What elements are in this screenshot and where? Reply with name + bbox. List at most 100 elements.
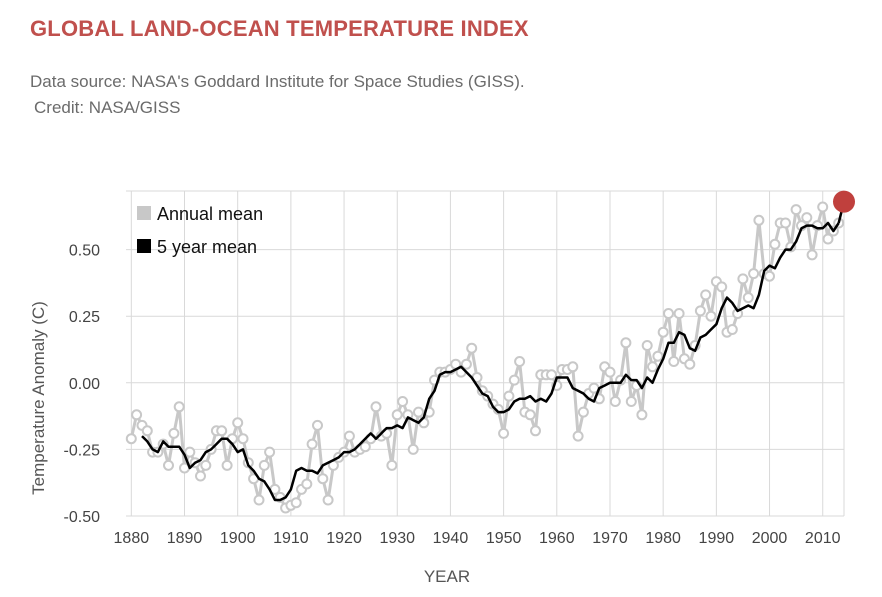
annual-mean-point <box>620 337 632 349</box>
annual-mean-point <box>460 358 472 370</box>
annual-mean-point <box>503 390 515 402</box>
x-axis-title: YEAR <box>424 567 470 586</box>
x-tick-label: 1950 <box>486 530 522 547</box>
annual-mean-point <box>168 427 180 439</box>
y-tick-label: -0.25 <box>64 442 101 459</box>
annual-mean-point <box>705 310 717 322</box>
x-tick-label: 1940 <box>433 530 469 547</box>
annual-mean-point <box>514 356 526 367</box>
legend-label-annual: Annual mean <box>157 204 263 224</box>
annual-mean-point <box>609 396 621 407</box>
annual-mean-point <box>769 238 781 250</box>
annual-mean-point <box>636 409 648 421</box>
annual-mean-point <box>668 356 680 367</box>
annual-mean-point <box>184 446 196 458</box>
axes: 1880 1890 1900 1910 1920 1930 1940 1950 1960 1970… <box>64 243 841 547</box>
annual-mean-point <box>407 443 419 455</box>
annual-mean-point <box>817 201 829 213</box>
annual-mean-point <box>806 249 818 261</box>
x-tick-label: 1960 <box>539 530 575 547</box>
y-axis-title: Temperature Anomaly (C) <box>29 301 48 495</box>
annual-mean-point <box>306 438 318 450</box>
annual-mean-point <box>790 204 802 216</box>
annual-mean-point <box>508 374 520 386</box>
annual-mean-point <box>317 473 329 485</box>
annual-mean-point <box>195 470 206 482</box>
annual-mean-point <box>748 268 760 280</box>
annual-mean-point <box>466 342 478 354</box>
annual-mean-point <box>726 324 738 335</box>
annual-mean-point <box>673 308 685 319</box>
annual-mean-point <box>822 233 834 245</box>
annual-mean-point <box>625 396 637 407</box>
annual-mean-point <box>290 497 302 509</box>
x-tick-label: 1990 <box>699 530 735 547</box>
x-tick-label: 1880 <box>114 530 150 547</box>
x-tick-label: 1910 <box>273 530 309 547</box>
annual-mean-point <box>301 478 313 490</box>
annual-mean-point <box>577 406 589 418</box>
annual-mean-point <box>312 419 323 431</box>
x-tick-label: 1890 <box>167 530 203 547</box>
annual-mean-point <box>343 430 355 442</box>
annual-mean-point <box>801 212 813 224</box>
annual-mean-point <box>604 366 616 378</box>
annual-mean-point <box>694 305 706 317</box>
annual-mean-point <box>663 308 674 319</box>
annual-mean-point <box>391 409 403 421</box>
legend-swatch-annual <box>137 206 151 220</box>
latest-point-highlight <box>833 190 855 213</box>
annual-mean-point <box>524 409 536 421</box>
annual-mean-point <box>216 425 228 437</box>
annual-mean-point <box>647 361 658 373</box>
annual-mean-point <box>652 350 664 362</box>
annual-mean-point <box>641 340 653 351</box>
annual-mean-point <box>386 459 398 471</box>
annual-mean-point <box>221 459 233 471</box>
annual-mean-point <box>173 401 185 413</box>
annual-mean-point <box>131 409 143 421</box>
annual-mean-point <box>237 433 249 445</box>
chart-title: GLOBAL LAND-OCEAN TEMPERATURE INDEX <box>30 16 529 41</box>
annual-mean-point <box>125 433 137 445</box>
annual-mean-point <box>397 396 409 407</box>
legend: Annual mean 5 year mean <box>137 204 263 257</box>
annual-mean-point <box>413 406 424 418</box>
annual-mean-point <box>716 281 728 293</box>
annual-mean-point <box>780 217 791 229</box>
annual-mean-point <box>737 273 749 285</box>
annual-mean-point <box>359 441 371 453</box>
y-tick-label: 0.25 <box>69 309 100 326</box>
annual-mean-point <box>700 289 712 301</box>
annual-mean-point <box>253 494 265 506</box>
annual-mean-point <box>742 292 754 304</box>
annual-mean-point <box>322 494 334 506</box>
x-tick-label: 1980 <box>645 530 681 547</box>
annual-mean-point <box>764 270 775 282</box>
source-note: Data source: NASA's Goddard Institute fo… <box>30 69 525 121</box>
annual-mean-point <box>163 459 174 471</box>
annual-mean-point <box>567 361 579 373</box>
grid <box>126 190 845 517</box>
x-tick-label: 1900 <box>220 530 256 547</box>
y-tick-label: 0.50 <box>69 243 100 260</box>
credit-text: Credit: NASA/GISS <box>34 98 181 117</box>
x-tick-label: 1930 <box>379 530 415 547</box>
annual-mean-point <box>232 417 244 429</box>
annual-mean-point <box>370 401 382 413</box>
annual-mean-point <box>572 430 584 442</box>
annual-mean-point <box>498 427 510 439</box>
legend-label-five-year: 5 year mean <box>157 237 257 257</box>
legend-swatch-five-year <box>137 239 151 253</box>
annual-mean-point <box>200 459 212 471</box>
x-tick-label: 2000 <box>752 530 788 547</box>
annual-mean-point <box>546 369 557 381</box>
y-tick-label: 0.00 <box>69 376 100 393</box>
annual-mean-point <box>753 214 765 226</box>
annual-mean-point <box>684 358 696 370</box>
x-tick-label: 1920 <box>326 530 362 547</box>
latest-value-marker <box>833 190 855 213</box>
annual-mean-point <box>258 459 270 471</box>
y-tick-label: -0.50 <box>64 509 101 526</box>
